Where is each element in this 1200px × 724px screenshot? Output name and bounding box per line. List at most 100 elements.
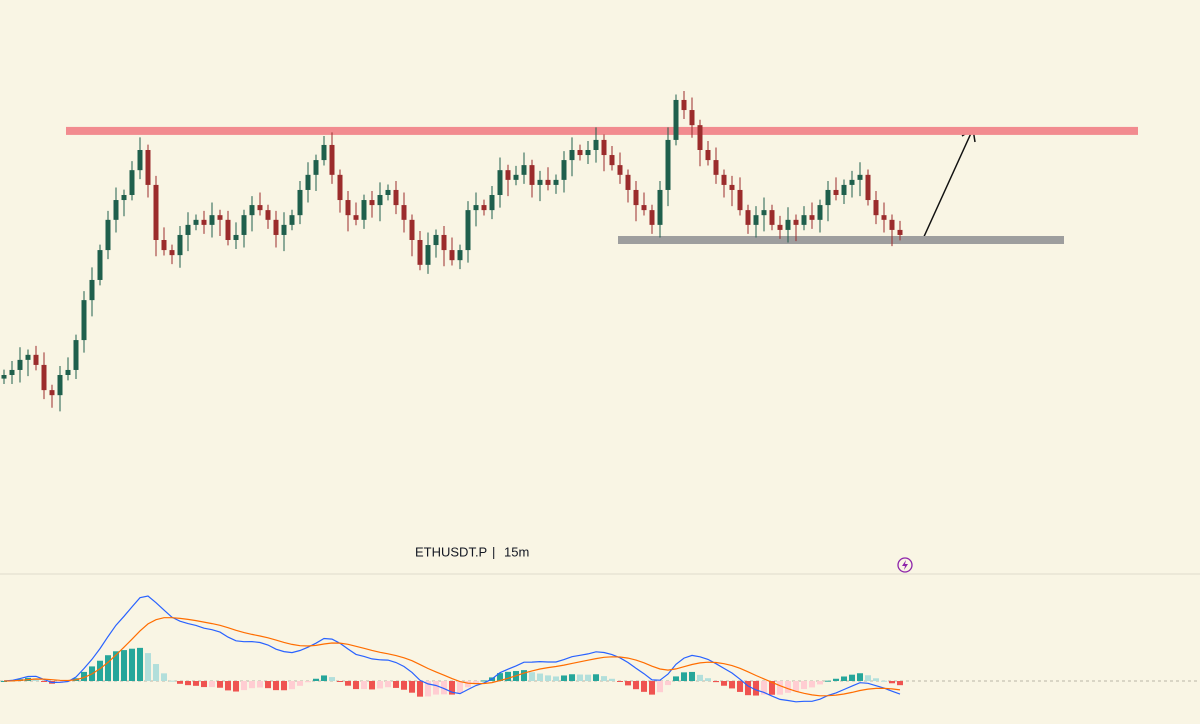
macd-histogram-bar: [361, 681, 367, 690]
macd-histogram-bar: [881, 680, 887, 682]
candle-body: [441, 234, 447, 251]
macd-histogram-bar: [697, 674, 703, 681]
candle-body: [841, 184, 847, 195]
candle-body: [721, 174, 727, 185]
candle-body: [577, 150, 583, 156]
macd-histogram-bar: [193, 681, 199, 686]
candle-body: [617, 165, 623, 175]
candle-body: [457, 250, 463, 261]
macd-histogram-bar: [801, 681, 807, 690]
candle-body: [609, 155, 615, 166]
macd-histogram-bar: [145, 653, 151, 681]
macd-histogram-bar: [593, 674, 599, 681]
macd-histogram-bar: [809, 681, 815, 688]
macd-histogram-bar: [33, 678, 39, 681]
candle-body: [649, 210, 655, 225]
candle-body: [369, 200, 375, 206]
candle-body: [57, 375, 63, 396]
macd-histogram-bar: [873, 678, 879, 681]
candle-body: [185, 224, 191, 235]
candle-body: [89, 279, 95, 301]
macd-histogram-bar: [129, 648, 135, 681]
macd-histogram-bar: [681, 672, 687, 681]
signal-line: [3, 617, 901, 697]
candle-body: [897, 229, 903, 235]
candle-body: [449, 250, 455, 261]
macd-histogram-bar: [545, 675, 551, 681]
macd-histogram-bar: [41, 681, 47, 682]
macd-histogram-bar: [409, 681, 415, 693]
macd-histogram-bar: [633, 681, 639, 690]
macd-histogram-bar: [617, 681, 623, 682]
candle-body: [521, 165, 527, 175]
candle-body: [569, 150, 575, 161]
macd-histogram-bar: [337, 681, 343, 682]
macd-histogram-bar: [497, 673, 503, 681]
macd-histogram-bar: [713, 681, 719, 683]
macd-histogram-bar: [889, 681, 895, 684]
candle-body: [497, 170, 503, 195]
macd-histogram-bar: [601, 676, 607, 681]
macd-histogram-bar: [665, 681, 671, 686]
macd-histogram-bar: [521, 670, 527, 681]
candle-body: [65, 369, 71, 375]
macd-histogram-bar: [689, 671, 695, 681]
macd-histogram-bar: [369, 681, 375, 690]
candle-body: [409, 219, 415, 240]
candle-body: [33, 354, 39, 365]
macd-histogram-bar: [153, 664, 159, 681]
arrow: [921, 127, 976, 242]
macd-histogram-bar: [729, 681, 735, 689]
candle-body: [273, 219, 279, 235]
candle-body: [849, 179, 855, 185]
candle-body: [673, 99, 679, 140]
candle-body: [129, 170, 135, 195]
candle-body: [321, 144, 327, 161]
candle-body: [209, 215, 215, 225]
candle-body: [249, 205, 255, 216]
macd-histogram-bar: [353, 681, 359, 690]
macd-histogram-bar: [577, 674, 583, 681]
macd-histogram-bar: [657, 681, 663, 693]
macd-histogram-bar: [241, 681, 247, 691]
candle-body: [545, 179, 551, 185]
support-zone: [618, 236, 1064, 244]
candle-body: [857, 174, 863, 180]
macd-histogram-bar: [737, 681, 743, 692]
macd-histogram-bar: [641, 681, 647, 692]
macd-histogram-bar: [817, 681, 823, 685]
candle-body: [865, 174, 871, 201]
macd-histogram-bar: [217, 681, 223, 688]
candle-body: [793, 219, 799, 225]
macd-histogram-bar: [121, 650, 127, 681]
macd-histogram-bar: [761, 681, 767, 695]
candle-body: [393, 189, 399, 206]
candle-body: [25, 354, 31, 360]
macd-histogram-bar: [225, 681, 231, 691]
macd-histogram-bar: [161, 673, 167, 681]
candle-body: [777, 224, 783, 230]
macd-histogram-bar: [473, 681, 479, 683]
macd-histogram-bar: [393, 681, 399, 688]
macd-histogram-bar: [281, 681, 287, 691]
candle-body: [297, 189, 303, 216]
resistance-zone: [66, 126, 1138, 135]
macd-histogram-bar: [273, 681, 279, 691]
candle-body: [305, 174, 311, 190]
macd-histogram-bar: [201, 681, 207, 688]
macd-histogram-bar: [249, 681, 255, 689]
lightning-icon[interactable]: [897, 557, 913, 573]
candle-body: [641, 205, 647, 211]
candle-body: [105, 219, 111, 251]
macd-histogram-bar: [505, 671, 511, 681]
candle-body: [745, 210, 751, 225]
macd-histogram-bar: [569, 674, 575, 681]
macd-histogram-bar: [81, 671, 87, 681]
macd-histogram-bar: [177, 681, 183, 684]
candle-body: [513, 174, 519, 180]
candle-body: [225, 219, 231, 240]
candle-body: [873, 200, 879, 216]
candle-body: [881, 215, 887, 220]
candle-body: [361, 200, 367, 220]
